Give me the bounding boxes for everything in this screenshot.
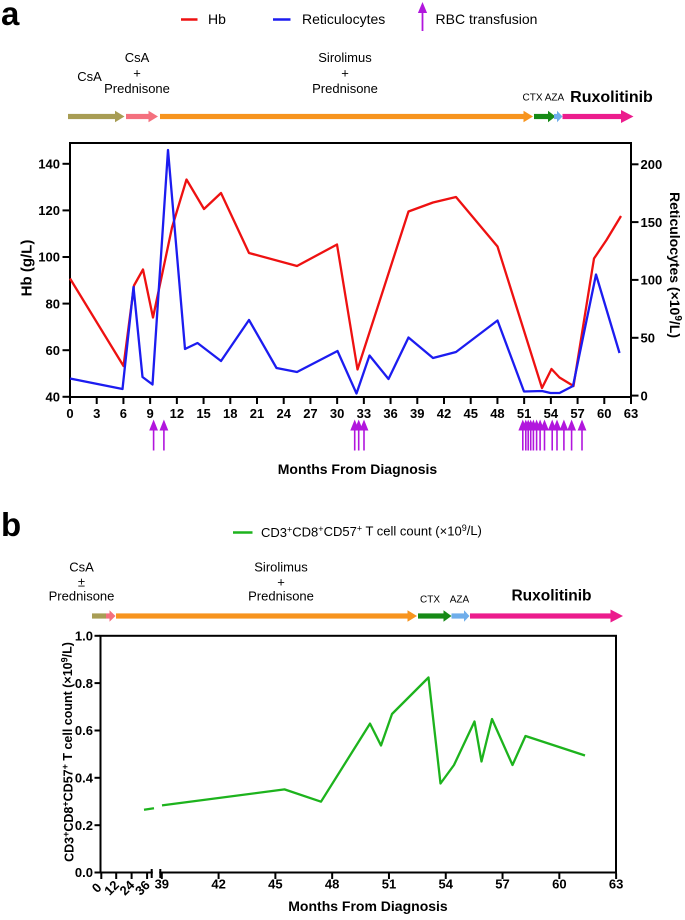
svg-text:30: 30 [330,406,344,421]
svg-text:36: 36 [132,877,153,898]
svg-text:42: 42 [437,406,451,421]
svg-text:Months From Diagnosis: Months From Diagnosis [288,898,448,914]
svg-text:63: 63 [624,406,638,421]
svg-text:60: 60 [552,877,566,892]
svg-text:39: 39 [155,877,169,892]
svg-text:27: 27 [303,406,317,421]
svg-text:AZA: AZA [450,595,470,606]
svg-text:0: 0 [641,388,648,403]
svg-text:36: 36 [383,406,397,421]
svg-text:CsA: CsA [77,69,102,84]
svg-text:+: + [341,66,349,81]
svg-text:12: 12 [170,406,184,421]
svg-text:CTX: CTX [420,595,440,606]
svg-text:1.0: 1.0 [75,629,93,644]
svg-text:CD3+CD8+CD57+ T cell count (×1: CD3+CD8+CD57+ T cell count (×109/L) [261,523,482,540]
svg-text:51: 51 [517,406,531,421]
svg-text:+: + [133,66,141,81]
svg-text:CsA: CsA [69,560,94,575]
svg-text:Sirolimus: Sirolimus [254,560,308,575]
svg-text:54: 54 [439,877,454,892]
svg-text:±: ± [78,575,85,590]
svg-text:0.0: 0.0 [75,865,93,880]
svg-text:Prednisone: Prednisone [104,81,170,96]
svg-text:63: 63 [609,877,623,892]
svg-text:Reticulocytes: Reticulocytes [302,11,385,27]
svg-text:48: 48 [325,877,339,892]
svg-text:Reticulocytes (×109/L): Reticulocytes (×109/L) [667,192,683,338]
svg-text:CsA: CsA [125,50,150,65]
svg-text:80: 80 [46,296,60,311]
svg-text:48: 48 [490,406,504,421]
svg-text:0.8: 0.8 [75,676,93,691]
svg-text:45: 45 [268,877,282,892]
svg-text:100: 100 [38,250,60,265]
svg-text:54: 54 [544,406,559,421]
svg-text:33: 33 [357,406,371,421]
svg-text:Sirolimus: Sirolimus [318,50,372,65]
svg-text:AZA: AZA [545,93,565,104]
svg-text:200: 200 [641,157,663,172]
svg-text:50: 50 [641,331,655,346]
svg-text:CD3+CD8+CD57+ T cell count (×1: CD3+CD8+CD57+ T cell count (×109/L) [60,642,77,862]
svg-text:57: 57 [495,877,509,892]
svg-text:Hb: Hb [208,11,226,27]
svg-text:RBC transfusion: RBC transfusion [436,11,538,27]
svg-text:39: 39 [410,406,424,421]
svg-text:6: 6 [120,406,127,421]
svg-text:40: 40 [46,390,60,405]
svg-text:42: 42 [211,877,225,892]
svg-text:Ruxolitinib: Ruxolitinib [570,89,653,106]
svg-text:Prednisone: Prednisone [248,589,314,604]
svg-text:3: 3 [93,406,100,421]
svg-text:45: 45 [463,406,477,421]
svg-text:Months From Diagnosis: Months From Diagnosis [278,461,438,477]
svg-text:60: 60 [597,406,611,421]
svg-text:Prednisone: Prednisone [49,589,115,604]
svg-text:150: 150 [641,215,663,230]
svg-text:9: 9 [147,406,154,421]
svg-text:a: a [1,0,20,32]
svg-text:21: 21 [250,406,264,421]
svg-text:+: + [277,575,285,590]
svg-text:Hb (g/L): Hb (g/L) [19,240,36,297]
svg-text:0.2: 0.2 [75,818,93,833]
svg-text:57: 57 [570,406,584,421]
svg-text:0.4: 0.4 [75,771,94,786]
svg-text:CTX: CTX [523,93,543,104]
svg-text:b: b [1,506,21,543]
svg-text:60: 60 [46,343,60,358]
svg-text:100: 100 [641,273,663,288]
svg-text:51: 51 [382,877,396,892]
svg-text:0: 0 [66,406,73,421]
svg-text:Prednisone: Prednisone [312,81,378,96]
svg-text:140: 140 [38,157,60,172]
svg-text:Ruxolitinib: Ruxolitinib [511,588,591,605]
svg-text:0.6: 0.6 [75,723,93,738]
svg-text:18: 18 [223,406,237,421]
svg-text:15: 15 [196,406,210,421]
svg-text:120: 120 [38,203,60,218]
svg-text:24: 24 [276,406,291,421]
